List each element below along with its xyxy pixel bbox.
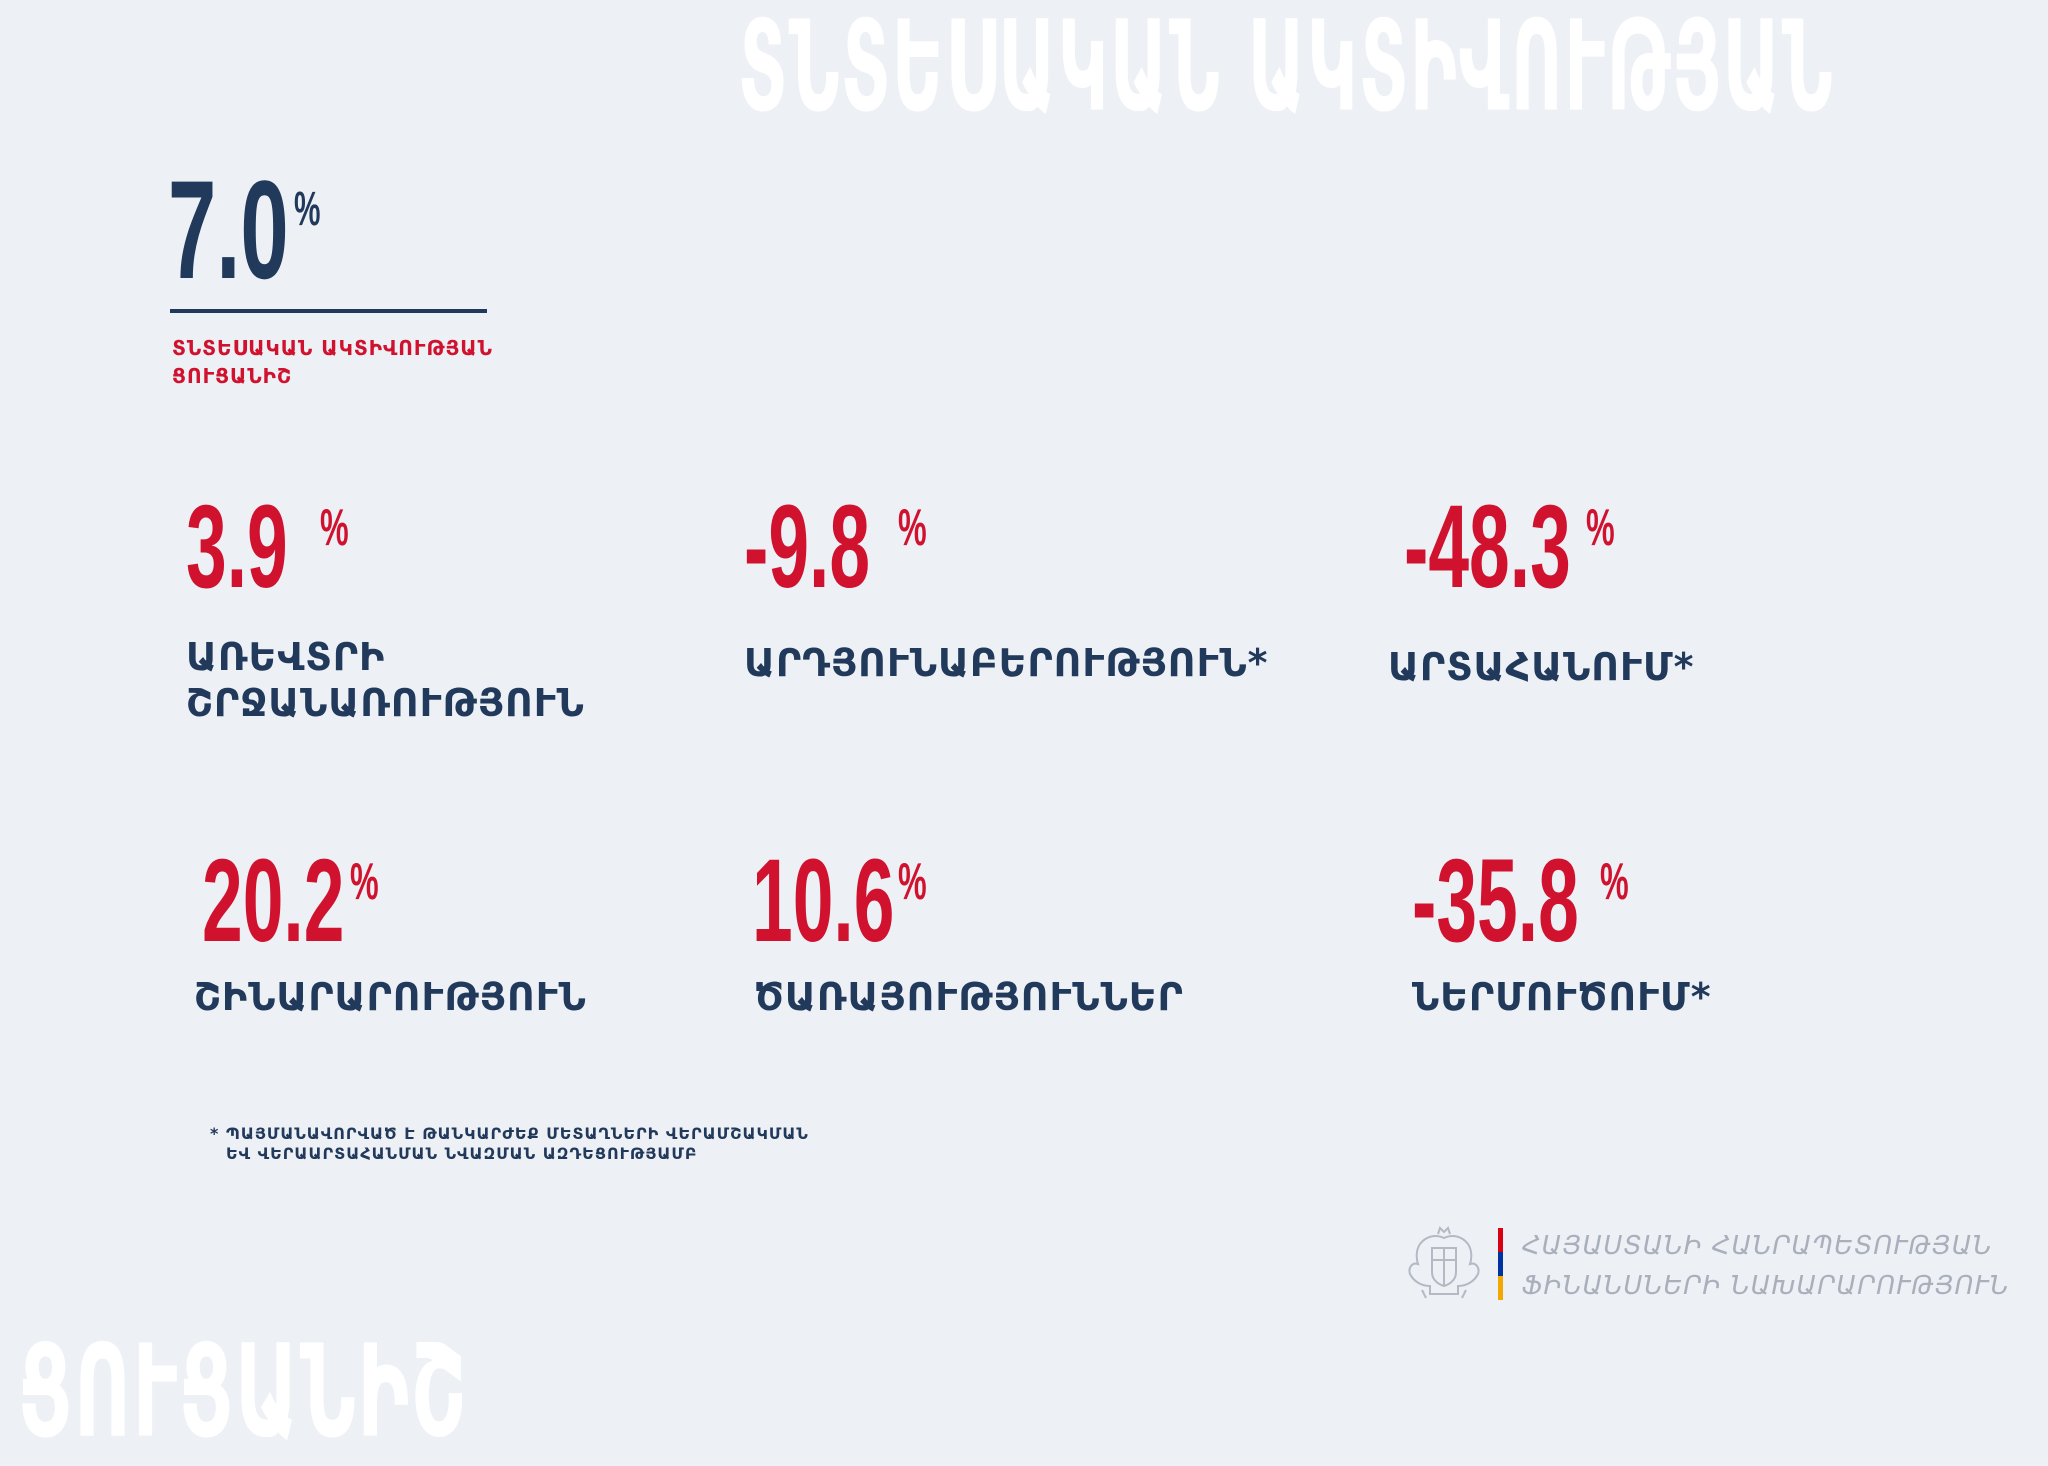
stat-services-label: ԾԱՌԱՅՈՒԹՅՈՒՆՆԵՐ bbox=[754, 975, 1184, 1019]
stat-export-value: -48.3 bbox=[1404, 481, 1571, 613]
watermark-subtitle: ՑՈՒՑԱՆԻՇ bbox=[18, 1316, 468, 1466]
ministry-name: ՀԱՅԱՍՏԱՆԻ ՀԱՆՐԱՊԵՏՈՒԹՅԱՆ ՖԻՆԱՆՍՆԵՐԻ ՆԱԽԱ… bbox=[1522, 1226, 2010, 1306]
stat-retail-unit: % bbox=[320, 499, 349, 557]
flag-orange-band bbox=[1498, 1276, 1503, 1300]
stat-export-label: ԱՐՏԱՀԱՆՈՒՄ* bbox=[1388, 645, 1695, 689]
stat-retail-label-line2: ՇՐՋԱՆԱՌՈՒԹՅՈՒՆ bbox=[186, 681, 585, 725]
ministry-name-line2: ՖԻՆԱՆՍՆԵՐԻ ՆԱԽԱՐԱՐՈՒԹՅՈՒՆ bbox=[1522, 1271, 2010, 1301]
ministry-name-line1: ՀԱՅԱՍՏԱՆԻ ՀԱՆՐԱՊԵՏՈՒԹՅԱՆ bbox=[1522, 1231, 1993, 1261]
flag-blue-band bbox=[1498, 1252, 1503, 1276]
armenian-flag-stripe bbox=[1498, 1228, 1503, 1300]
watermark-title: ՏՆՏԵՍԱԿԱՆ ԱԿՏԻՎՈՒԹՅԱՆ bbox=[738, 0, 1835, 140]
stat-services-value: 10.6 bbox=[752, 835, 895, 967]
stat-construction-unit: % bbox=[350, 853, 379, 911]
stat-industry-unit: % bbox=[898, 499, 927, 557]
stat-industry-value: -9.8 bbox=[744, 481, 871, 613]
stat-retail-label: ԱՌԵՎՏՐԻ ՇՐՋԱՆԱՌՈՒԹՅՈՒՆ bbox=[186, 634, 585, 726]
stat-import-label: ՆԵՐՄՈՒԾՈՒՄ* bbox=[1412, 975, 1712, 1019]
footnote-line2: ԵՎ ՎԵՐԱԱՐՏԱՀԱՆՄԱՆ ՆՎԱԶՄԱՆ ԱԶԴԵՑՈՒԹՅԱՄԲ bbox=[226, 1144, 698, 1163]
stat-import-value: -35.8 bbox=[1412, 835, 1579, 967]
stat-industry-label: ԱՐԴՅՈՒՆԱԲԵՐՈՒԹՅՈՒՆ* bbox=[744, 641, 1269, 685]
stat-services-unit: % bbox=[898, 853, 927, 911]
stat-retail-label-line1: ԱՌԵՎՏՐԻ bbox=[186, 635, 386, 679]
stat-export-unit: % bbox=[1586, 499, 1615, 557]
headline-unit: % bbox=[294, 183, 321, 236]
headline-divider bbox=[170, 309, 487, 313]
headline-value: 7.0 bbox=[168, 151, 289, 308]
stat-construction-value: 20.2 bbox=[202, 835, 345, 967]
stat-import-unit: % bbox=[1600, 853, 1629, 911]
stat-construction-label: ՇԻՆԱՐԱՐՈՒԹՅՈՒՆ bbox=[194, 975, 587, 1019]
headline-caption: ՏՆՏԵՍԱԿԱՆ ԱԿՏԻՎՈՒԹՅԱՆ ՑՈՒՑԱՆԻՇ bbox=[172, 336, 493, 388]
footnote-line1: * ՊԱՅՄԱՆԱՎՈՐՎԱԾ Է ԹԱՆԿԱՐԺԵՔ ՄԵՏԱՂՆԵՐԻ ՎԵ… bbox=[210, 1124, 809, 1143]
flag-red-band bbox=[1498, 1228, 1503, 1252]
footnote: * ՊԱՅՄԱՆԱՎՈՐՎԱԾ Է ԹԱՆԿԱՐԺԵՔ ՄԵՏԱՂՆԵՐԻ ՎԵ… bbox=[210, 1124, 809, 1164]
coat-of-arms-icon bbox=[1408, 1226, 1480, 1299]
stat-retail-value: 3.9 bbox=[186, 481, 288, 613]
